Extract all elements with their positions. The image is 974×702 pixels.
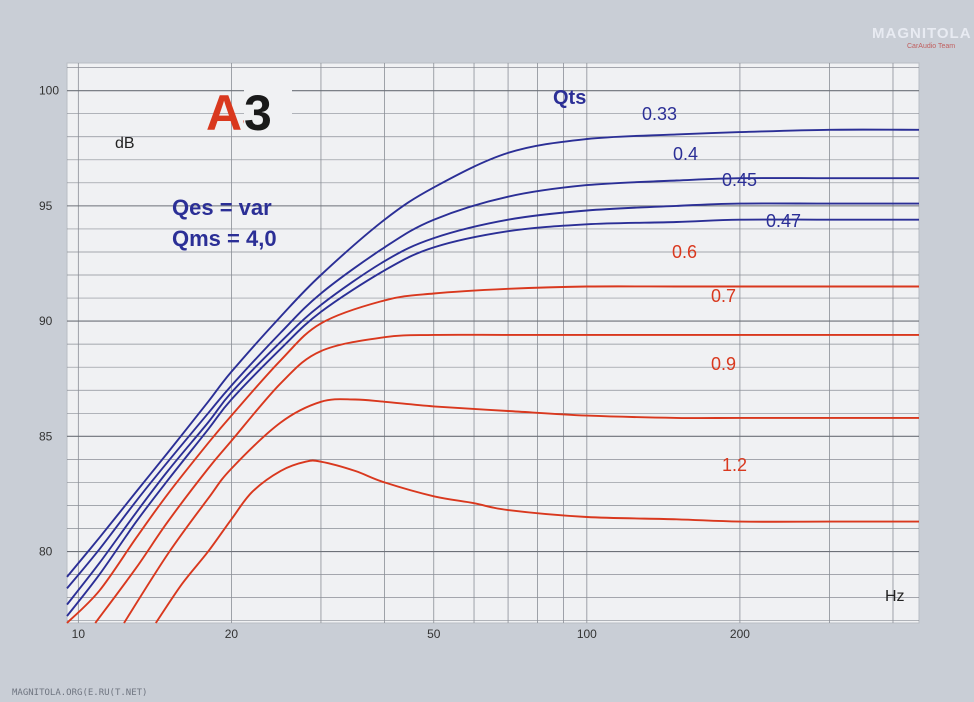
series-label-qts-0.45: 0.45	[722, 170, 757, 190]
x-tick-label: 10	[72, 627, 86, 641]
watermark: MAGNITOLA CarAudio Team MAGNITOLA.ORG(E.…	[12, 25, 972, 698]
y-tick-label: 85	[39, 429, 53, 443]
series-line-qts-0.33	[66, 128, 920, 578]
x-tick-labels: 10 20 50 100 200	[72, 627, 751, 641]
x-tick-label: 100	[577, 627, 597, 641]
x-axis-label: Hz	[885, 588, 905, 605]
series-line-qts-1.2	[155, 459, 919, 624]
series-line-qts-0.7	[94, 333, 919, 624]
x-tick-label: 50	[427, 627, 441, 641]
series-label-qts-0.6: 0.6	[672, 242, 697, 262]
param-qes: Qes = var	[172, 195, 272, 220]
legend-title: Qts	[553, 87, 586, 109]
series-labels: 0.33 0.4 0.45 0.47 0.6 0.7 0.9 1.2	[642, 104, 801, 475]
series-label-qts-1.2: 1.2	[722, 455, 747, 475]
y-tick-labels: 80 85 90 95 100	[39, 84, 59, 559]
y-axis-label: dB	[115, 135, 135, 152]
series-label-qts-0.9: 0.9	[711, 354, 736, 374]
series-line-qts-0.9	[123, 398, 919, 624]
series-line-qts-0.47	[66, 218, 919, 617]
series-line-qts-0.45	[66, 202, 919, 606]
y-tick-label: 90	[39, 314, 53, 328]
y-tick-label: 100	[39, 84, 59, 98]
watermark-brand: MAGNITOLA	[872, 25, 972, 42]
a3-logo: A3 3	[206, 85, 292, 141]
series-label-qts-0.47: 0.47	[766, 211, 801, 231]
y-tick-label: 95	[39, 199, 53, 213]
series-lines	[66, 128, 920, 624]
watermark-team: CarAudio Team	[907, 43, 955, 50]
series-line-qts-0.4	[66, 177, 919, 590]
x-tick-label: 20	[225, 627, 239, 641]
watermark-footer: MAGNITOLA.ORG(E.RU(T.NET)	[12, 688, 147, 698]
plot-area	[66, 62, 920, 624]
svg-text:3: 3	[244, 85, 272, 141]
y-tick-label: 80	[39, 545, 53, 559]
param-qms: Qms = 4,0	[172, 226, 277, 251]
series-label-qts-0.4: 0.4	[673, 144, 698, 164]
series-label-qts-0.7: 0.7	[711, 286, 736, 306]
series-label-qts-0.33: 0.33	[642, 104, 677, 124]
series-line-qts-0.6	[66, 285, 919, 624]
grid	[67, 63, 919, 623]
x-tick-label: 200	[730, 627, 750, 641]
